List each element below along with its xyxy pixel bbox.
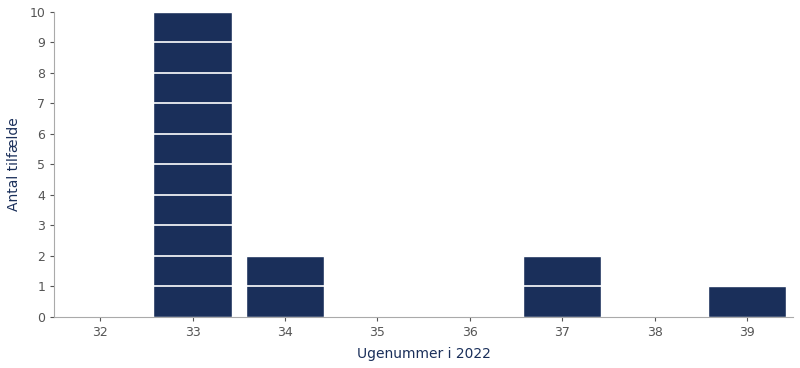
- Bar: [523, 256, 602, 317]
- Bar: [708, 286, 786, 317]
- Bar: [154, 12, 232, 317]
- Y-axis label: Antal tilfælde: Antal tilfælde: [7, 117, 21, 211]
- X-axis label: Ugenummer i 2022: Ugenummer i 2022: [357, 347, 490, 361]
- Bar: [246, 256, 324, 317]
